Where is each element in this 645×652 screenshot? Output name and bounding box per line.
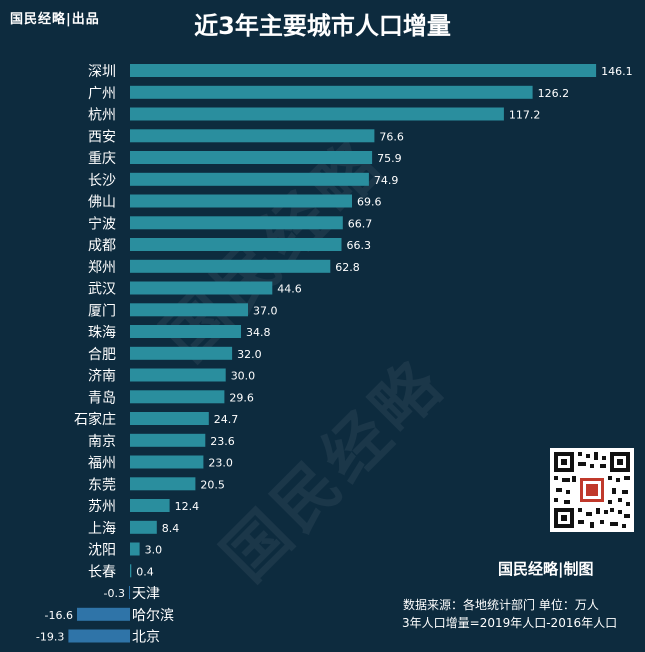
- category-label-9: 郑州: [88, 260, 116, 276]
- bar-7: [130, 216, 343, 230]
- bar-16: [130, 412, 209, 425]
- category-label-26: 北京: [132, 630, 160, 646]
- bar-20: [130, 499, 170, 512]
- bar-12: [130, 325, 241, 338]
- value-label-12: 34.8: [246, 326, 271, 339]
- category-label-14: 济南: [88, 369, 116, 385]
- bar-3: [130, 129, 375, 143]
- bar-0: [130, 64, 597, 77]
- value-label-16: 24.7: [214, 413, 239, 426]
- category-label-8: 成都: [88, 238, 116, 254]
- note-source: 数据来源：各地统计部门 单位：万人: [403, 598, 599, 612]
- value-label-9: 62.8: [335, 261, 360, 274]
- category-label-19: 东莞: [88, 477, 116, 493]
- bar-24: [129, 586, 130, 599]
- bar-22: [130, 542, 140, 556]
- value-label-20: 12.4: [175, 500, 200, 513]
- category-label-16: 石家庄: [74, 411, 116, 428]
- value-label-6: 69.6: [357, 196, 382, 209]
- bar-21: [130, 520, 157, 534]
- value-label-5: 74.9: [374, 174, 399, 187]
- bar-26: [68, 629, 130, 643]
- value-label-26: -19.3: [36, 631, 64, 644]
- value-label-13: 32.0: [237, 348, 262, 361]
- bar-4: [130, 151, 373, 164]
- category-label-1: 广州: [88, 86, 116, 102]
- value-label-10: 44.6: [277, 283, 302, 296]
- value-label-14: 30.0: [231, 370, 256, 383]
- category-label-23: 长春: [88, 564, 116, 580]
- value-label-0: 146.1: [601, 65, 633, 78]
- category-label-22: 沈阳: [88, 543, 116, 559]
- category-label-2: 杭州: [88, 108, 116, 124]
- bar-14: [130, 368, 226, 382]
- bar-6: [130, 194, 352, 208]
- bar-2: [130, 107, 504, 121]
- category-label-15: 青岛: [88, 390, 116, 406]
- bar-5: [130, 172, 369, 186]
- bar-8: [130, 238, 342, 251]
- value-label-15: 29.6: [229, 391, 254, 404]
- value-label-21: 8.4: [162, 522, 180, 535]
- note-definition: 3年人口增量=2019年人口-2016年人口: [402, 616, 618, 630]
- bar-11: [130, 303, 248, 317]
- bar-13: [130, 346, 233, 360]
- qr-code: [550, 448, 634, 532]
- category-label-11: 厦门: [88, 303, 116, 319]
- category-label-25: 哈尔滨: [132, 608, 174, 624]
- bar-1: [130, 85, 533, 99]
- category-label-17: 南京: [88, 434, 116, 450]
- value-label-25: -16.6: [45, 609, 73, 622]
- category-label-18: 福州: [88, 456, 116, 472]
- value-label-18: 23.0: [208, 457, 233, 470]
- value-label-23: 0.4: [136, 565, 154, 578]
- bar-10: [130, 281, 273, 295]
- category-label-7: 宁波: [88, 215, 116, 232]
- value-label-1: 126.2: [538, 87, 570, 100]
- category-label-0: 深圳: [88, 64, 116, 80]
- category-label-5: 长沙: [88, 173, 116, 189]
- category-label-13: 合肥: [88, 347, 116, 363]
- bar-23: [130, 564, 132, 578]
- bar-17: [130, 433, 206, 447]
- category-label-12: 珠海: [88, 325, 116, 341]
- bar-15: [130, 390, 225, 404]
- category-label-10: 武汉: [88, 282, 116, 298]
- category-label-3: 西安: [88, 129, 116, 145]
- value-label-4: 75.9: [377, 152, 402, 165]
- brand-bottom: 国民经略|制图: [498, 560, 594, 578]
- brand-top: 国民经略|出品: [10, 12, 100, 27]
- category-label-24: 天津: [132, 586, 160, 602]
- value-label-22: 3.0: [145, 544, 163, 557]
- bar-18: [130, 455, 204, 469]
- value-label-11: 37.0: [253, 304, 278, 317]
- category-label-6: 佛山: [88, 195, 116, 211]
- value-label-3: 76.6: [379, 130, 404, 143]
- value-label-19: 20.5: [200, 478, 225, 491]
- value-label-8: 66.3: [347, 239, 372, 252]
- category-label-20: 苏州: [88, 499, 116, 515]
- category-label-4: 重庆: [88, 151, 116, 167]
- value-label-24: -0.3: [104, 587, 125, 600]
- value-label-2: 117.2: [509, 109, 541, 122]
- chart-title: 近3年主要城市人口增量: [194, 12, 451, 40]
- bar-9: [130, 259, 331, 273]
- value-label-7: 66.7: [348, 217, 373, 230]
- bar-25: [77, 607, 130, 621]
- category-label-21: 上海: [88, 521, 116, 537]
- value-label-17: 23.6: [210, 435, 235, 448]
- bar-19: [130, 477, 196, 491]
